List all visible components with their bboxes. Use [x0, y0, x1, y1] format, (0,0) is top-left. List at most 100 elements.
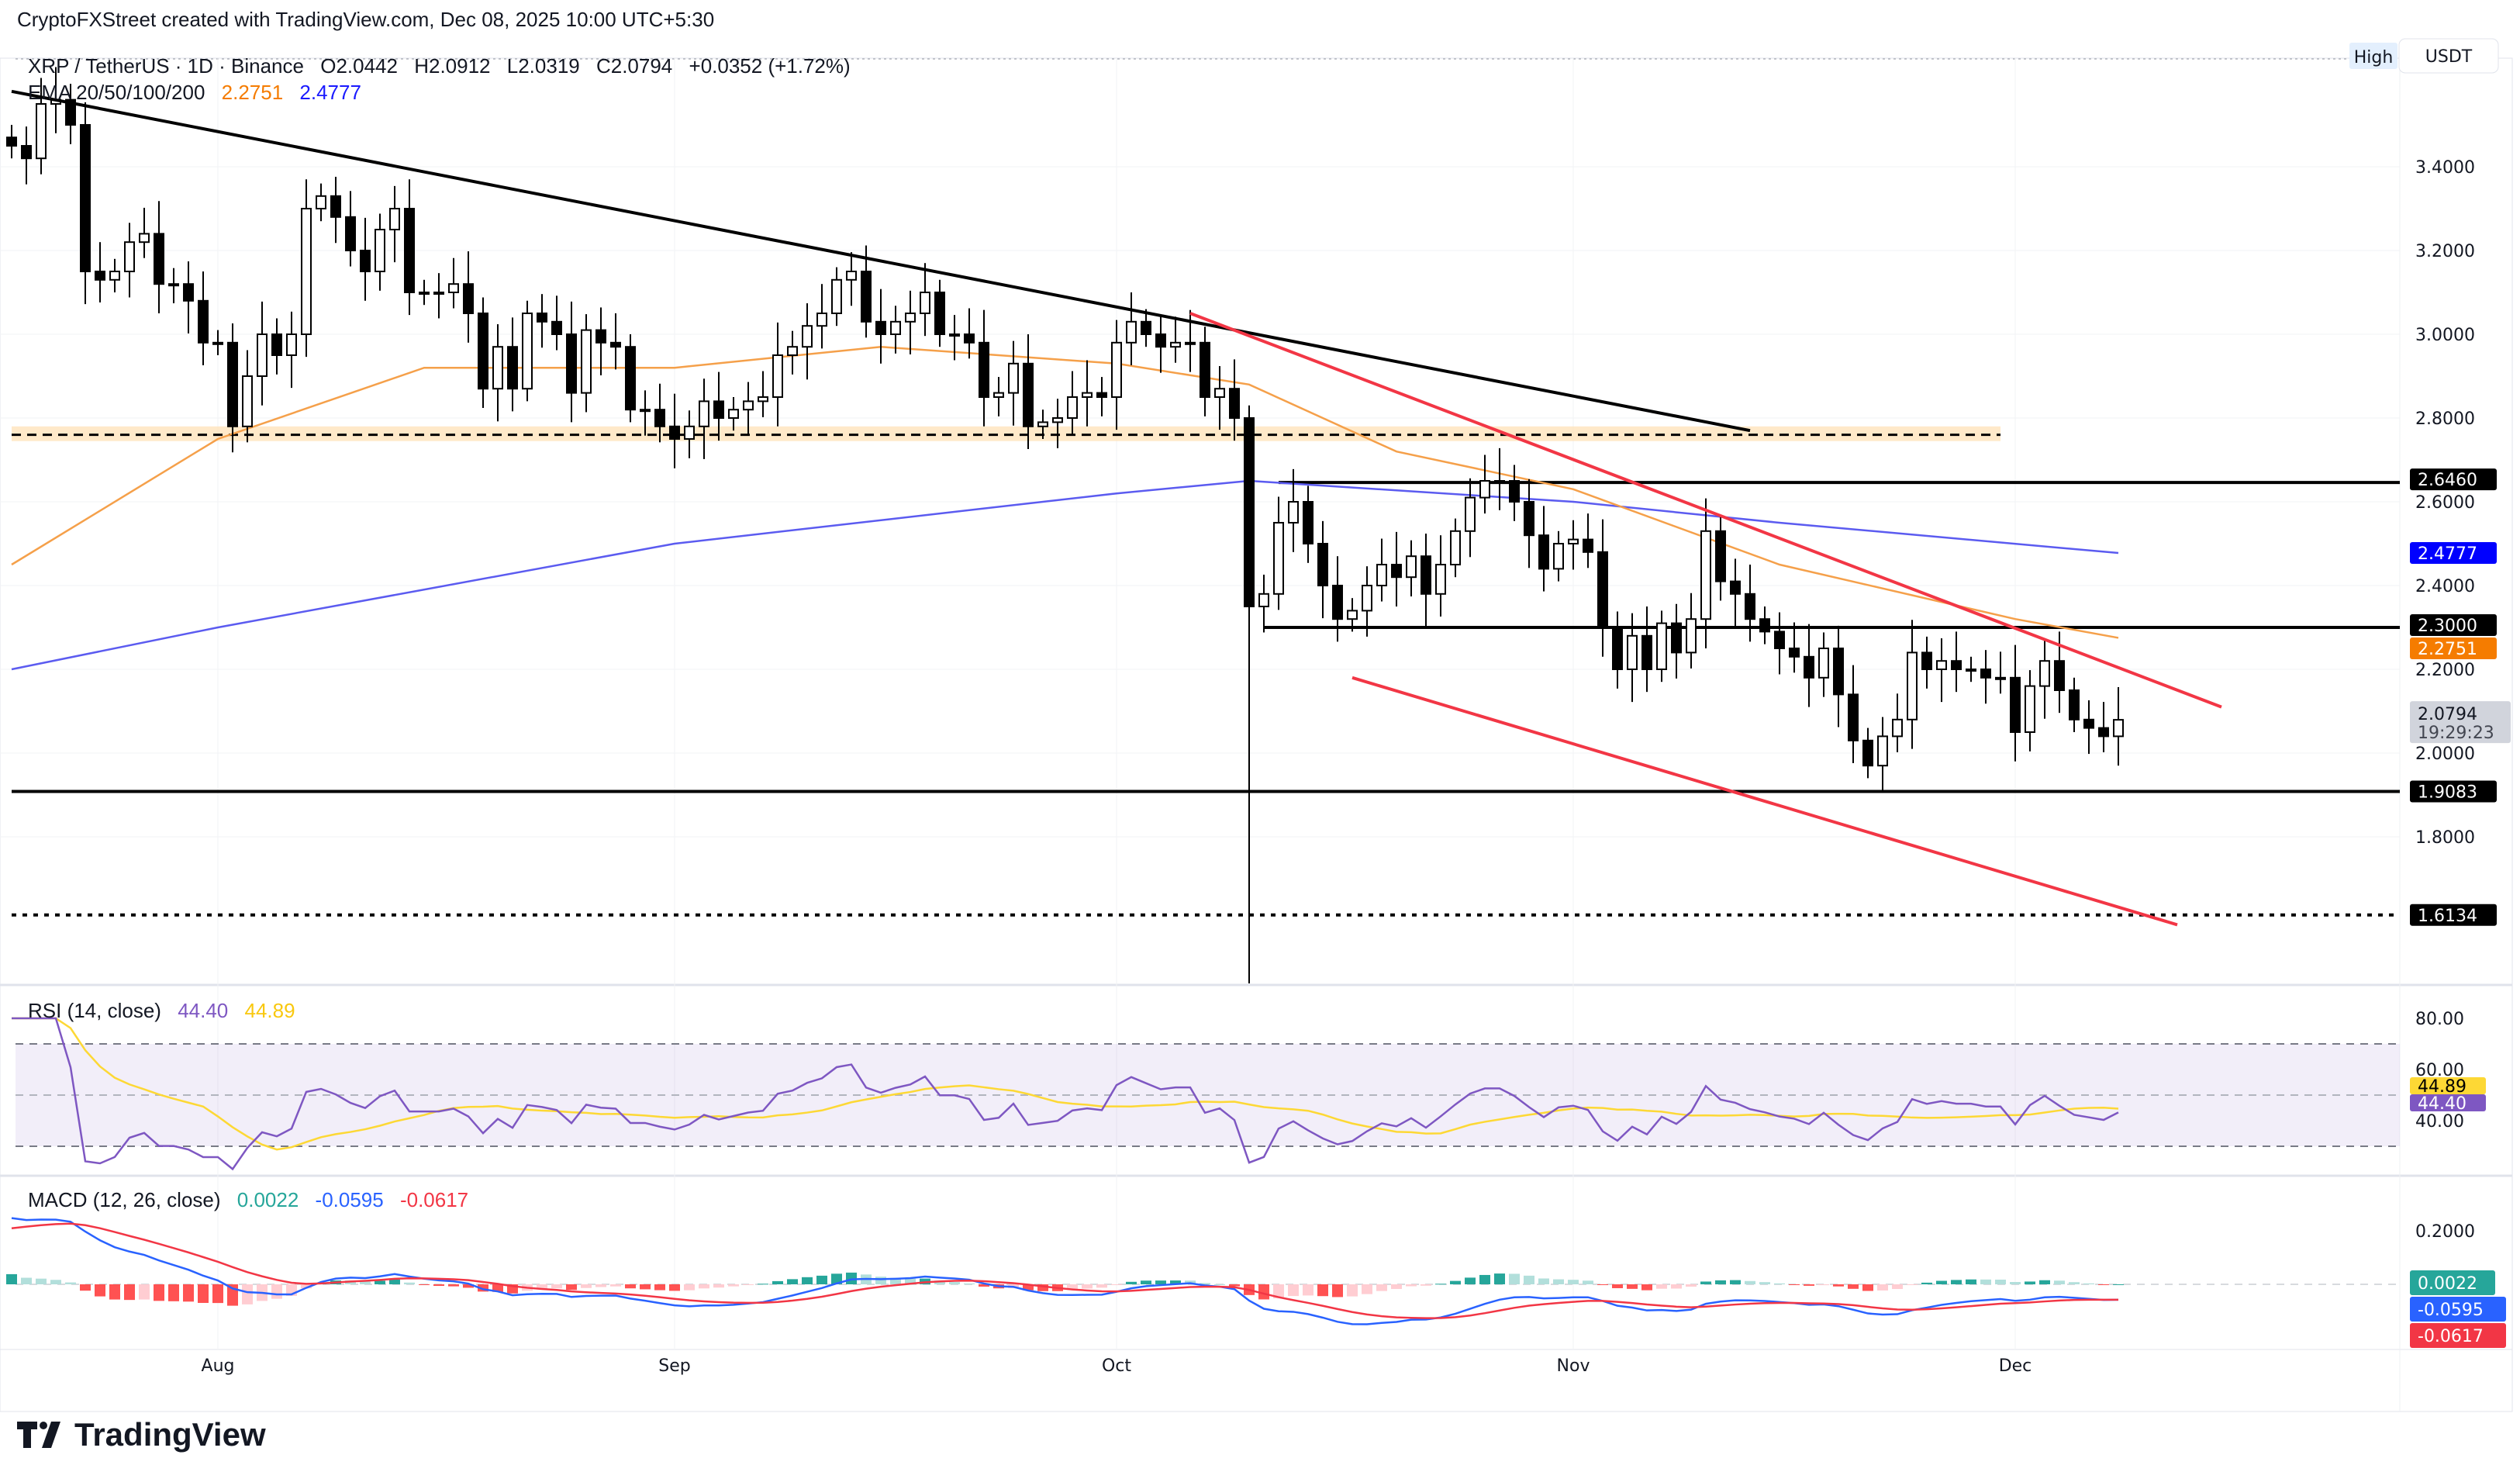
- macd-tag-bg: [2410, 1297, 2506, 1322]
- macd-histogram-bar: [1362, 1284, 1372, 1294]
- macd-histogram-bar: [1126, 1281, 1137, 1284]
- price-tick: 3.2000: [2415, 242, 2475, 261]
- macd-histogram-bar: [772, 1280, 783, 1284]
- price-tag-ema200: 2.4777: [2418, 544, 2477, 564]
- price-tag-support-2: 1.6134: [2418, 907, 2477, 926]
- candle-up: [1700, 530, 1711, 620]
- macd-histogram-bar: [1730, 1280, 1741, 1284]
- ohlc-high: H2.0912: [414, 54, 491, 78]
- macd-histogram-bar: [1023, 1284, 1034, 1291]
- price-tick: 2.2000: [2415, 661, 2475, 680]
- rsi-legend[interactable]: RSI (14, close) 44.40 44.89: [28, 999, 306, 1023]
- ohlc-low: L2.0319: [506, 54, 580, 78]
- candle-down: [1774, 631, 1785, 650]
- candle-down: [271, 333, 282, 356]
- candle-up: [1568, 538, 1579, 544]
- candle-up: [257, 333, 268, 377]
- tradingview-logo[interactable]: TradingView: [17, 1416, 266, 1453]
- macd-histogram-bar: [743, 1284, 754, 1285]
- candle-up: [1877, 735, 1888, 767]
- candle-up: [124, 241, 135, 273]
- macd-tag-bg: [2410, 1323, 2506, 1348]
- macd-histogram-bar: [890, 1277, 901, 1284]
- candle-down: [330, 195, 341, 218]
- candle-down: [1833, 648, 1844, 696]
- currency-button-bg[interactable]: [2398, 38, 2499, 74]
- candle-up: [2113, 719, 2124, 738]
- candle-down: [1671, 622, 1682, 654]
- candle-down: [1509, 480, 1520, 503]
- macd-tag-signal: -0.0617: [2418, 1327, 2484, 1346]
- macd-histogram-bar: [1818, 1284, 1829, 1286]
- candle-down: [1862, 739, 1873, 767]
- candle-up: [640, 409, 651, 413]
- candle-up: [1435, 564, 1446, 595]
- macd-histogram-bar: [1641, 1284, 1652, 1291]
- candle-down: [1583, 538, 1593, 553]
- macd-histogram-bar: [1037, 1284, 1048, 1291]
- candle-up: [242, 375, 253, 427]
- macd-histogram-bar: [1597, 1284, 1608, 1285]
- macd-histogram-bar: [728, 1284, 739, 1287]
- macd-histogram-bar: [669, 1284, 680, 1291]
- macd-histogram-bar: [537, 1284, 547, 1290]
- candle-down: [551, 320, 562, 335]
- rsi-ma-line: [12, 1017, 2119, 1151]
- candle-down: [1848, 693, 1859, 741]
- macd-histogram-bar: [1627, 1284, 1638, 1289]
- candle-up: [433, 292, 444, 295]
- candle-down: [404, 208, 415, 293]
- rsi-ma-tag-bg: [2410, 1077, 2486, 1094]
- candle-down: [1155, 333, 1166, 348]
- macd-histogram-bar: [1848, 1284, 1859, 1289]
- candle-down: [1096, 392, 1107, 399]
- macd-histogram-bar: [802, 1277, 813, 1284]
- candle-down: [1023, 362, 1034, 427]
- macd-histogram-bar: [1877, 1284, 1888, 1291]
- macd-histogram-bar: [1700, 1281, 1711, 1284]
- candle-up: [1347, 610, 1358, 620]
- price-tag-resistance-1: 2.6460: [2418, 471, 2477, 490]
- ohlc-open: O2.0442: [320, 54, 398, 78]
- macd-histogram-bar: [640, 1284, 651, 1290]
- candle-up: [905, 313, 916, 323]
- candle-down: [154, 233, 164, 285]
- candle-countdown: 19:29:23: [2418, 724, 2494, 743]
- macd-histogram-bar: [1509, 1273, 1520, 1284]
- macd-histogram-bar: [1111, 1284, 1122, 1285]
- ema-legend[interactable]: EMA 20/50/100/200 2.2751 2.4777: [28, 81, 372, 105]
- macd-histogram-bar: [1258, 1284, 1269, 1300]
- candle-up: [375, 229, 385, 272]
- macd-histogram-bar: [198, 1284, 209, 1303]
- last-price-bg: [2410, 701, 2511, 744]
- price-tick: 3.4000: [2415, 158, 2475, 178]
- candle-down: [65, 98, 76, 126]
- time-tick: Oct: [1102, 1356, 1131, 1376]
- macd-histogram-bar: [1082, 1284, 1093, 1289]
- candle-up: [1450, 530, 1461, 565]
- macd-histogram-bar: [1936, 1280, 1947, 1284]
- candle-down: [1538, 534, 1549, 570]
- descending-trendline: [11, 89, 1751, 433]
- candle-down: [95, 271, 105, 281]
- high-badge-bg: [2349, 43, 2397, 69]
- ema-value-1: 2.2751: [221, 81, 284, 104]
- candle-down: [934, 292, 945, 335]
- candle-down: [227, 341, 238, 427]
- candle-up: [787, 346, 798, 357]
- macd-histogram-bar: [212, 1284, 223, 1304]
- candle-up: [1376, 564, 1387, 586]
- candle-up: [920, 292, 930, 314]
- candle-up: [1936, 660, 1947, 671]
- candle-down: [80, 124, 91, 272]
- macd-histogram-bar: [1391, 1284, 1402, 1289]
- candle-up: [684, 425, 695, 440]
- macd-histogram-bar: [581, 1284, 592, 1288]
- macd-histogram-bar: [419, 1284, 430, 1285]
- time-tick: Sep: [658, 1356, 690, 1376]
- macd-legend[interactable]: MACD (12, 26, close) 0.0022 -0.0595 -0.0…: [28, 1188, 479, 1212]
- symbol-pair[interactable]: XRP / TetherUS · 1D · Binance: [28, 54, 304, 78]
- macd-histogram-bar: [1804, 1284, 1814, 1286]
- candle-down: [1980, 669, 1991, 679]
